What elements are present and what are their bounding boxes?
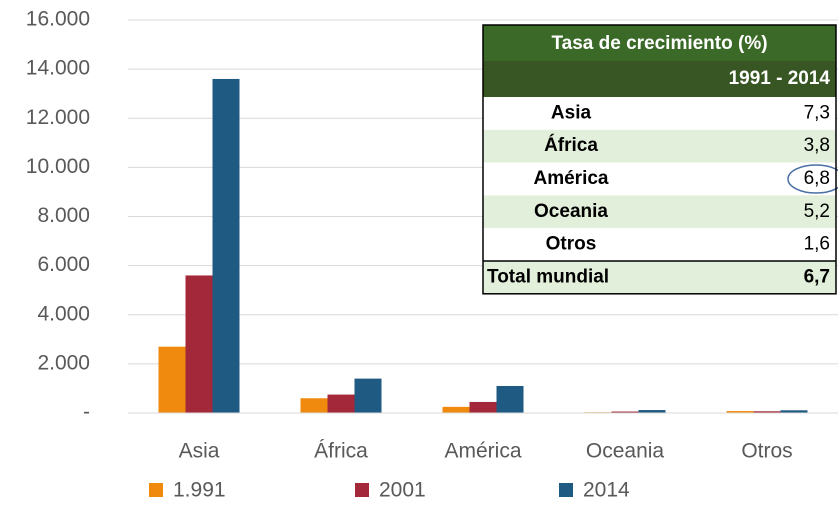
table-row-value: 1,6 (804, 234, 830, 255)
bar (726, 411, 754, 413)
y-tick-label: 8.000 (37, 204, 90, 227)
legend-swatch (559, 483, 573, 497)
table-row-label: Asia (551, 102, 592, 123)
x-tick-label: América (444, 440, 521, 463)
x-tick-label: Asia (179, 440, 220, 463)
table-row-value: 5,2 (804, 201, 830, 222)
y-tick-label: 10.000 (26, 155, 90, 178)
table-row-bg (483, 195, 836, 229)
legend-label: 1.991 (173, 479, 226, 502)
x-tick-label: Oceania (586, 440, 665, 463)
table-total-label: Total mundial (487, 266, 609, 287)
y-tick-label: 4.000 (37, 302, 90, 325)
highlight-circle (787, 164, 838, 194)
bar (185, 275, 213, 413)
table-row-value: 7,3 (804, 102, 830, 123)
y-tick-label: - (83, 401, 90, 424)
table-title: Tasa de crecimiento (%) (551, 33, 767, 54)
table-row-label: América (534, 168, 609, 189)
bar (354, 378, 382, 413)
bar (753, 411, 781, 413)
table-total-bg (483, 261, 836, 294)
table-row-bg (483, 97, 836, 130)
y-tick-label: 12.000 (26, 106, 90, 129)
table-row-value: 6,8 (804, 168, 830, 189)
table-period: 1991 - 2014 (729, 68, 831, 89)
y-tick-label: 2.000 (37, 351, 90, 374)
x-tick-label: África (314, 440, 368, 463)
bar (469, 401, 497, 413)
legend-swatch (149, 483, 163, 497)
bar (300, 398, 328, 413)
bar (327, 394, 355, 413)
table-row-label: Oceania (534, 201, 608, 222)
table-total-value: 6,7 (804, 266, 830, 287)
table-row-bg (483, 129, 836, 163)
y-tick-label: 14.000 (26, 57, 90, 80)
table-row-bg (483, 228, 836, 261)
legend-label: 2001 (379, 479, 426, 502)
bar (780, 410, 808, 413)
table-row-value: 3,8 (804, 135, 830, 156)
bar (611, 411, 639, 413)
table-title-bg (483, 25, 836, 61)
legend-swatch (355, 483, 369, 497)
table-row-label: Otros (546, 234, 597, 255)
table-border (482, 24, 837, 295)
y-tick-label: 16.000 (26, 8, 90, 31)
bar (158, 346, 186, 413)
bar (442, 406, 470, 413)
growth-table: Tasa de crecimiento (%) 1991 - 2014 Asia 7,… (482, 24, 838, 295)
bar (638, 410, 666, 413)
x-tick-label: Otros (741, 440, 792, 463)
table-header-bg (483, 61, 836, 97)
bar (212, 78, 240, 413)
bar (496, 385, 524, 413)
table-row-label: África (544, 134, 598, 156)
y-tick-label: 6.000 (37, 253, 90, 276)
legend-label: 2014 (583, 479, 630, 502)
table-row-bg (483, 162, 836, 196)
